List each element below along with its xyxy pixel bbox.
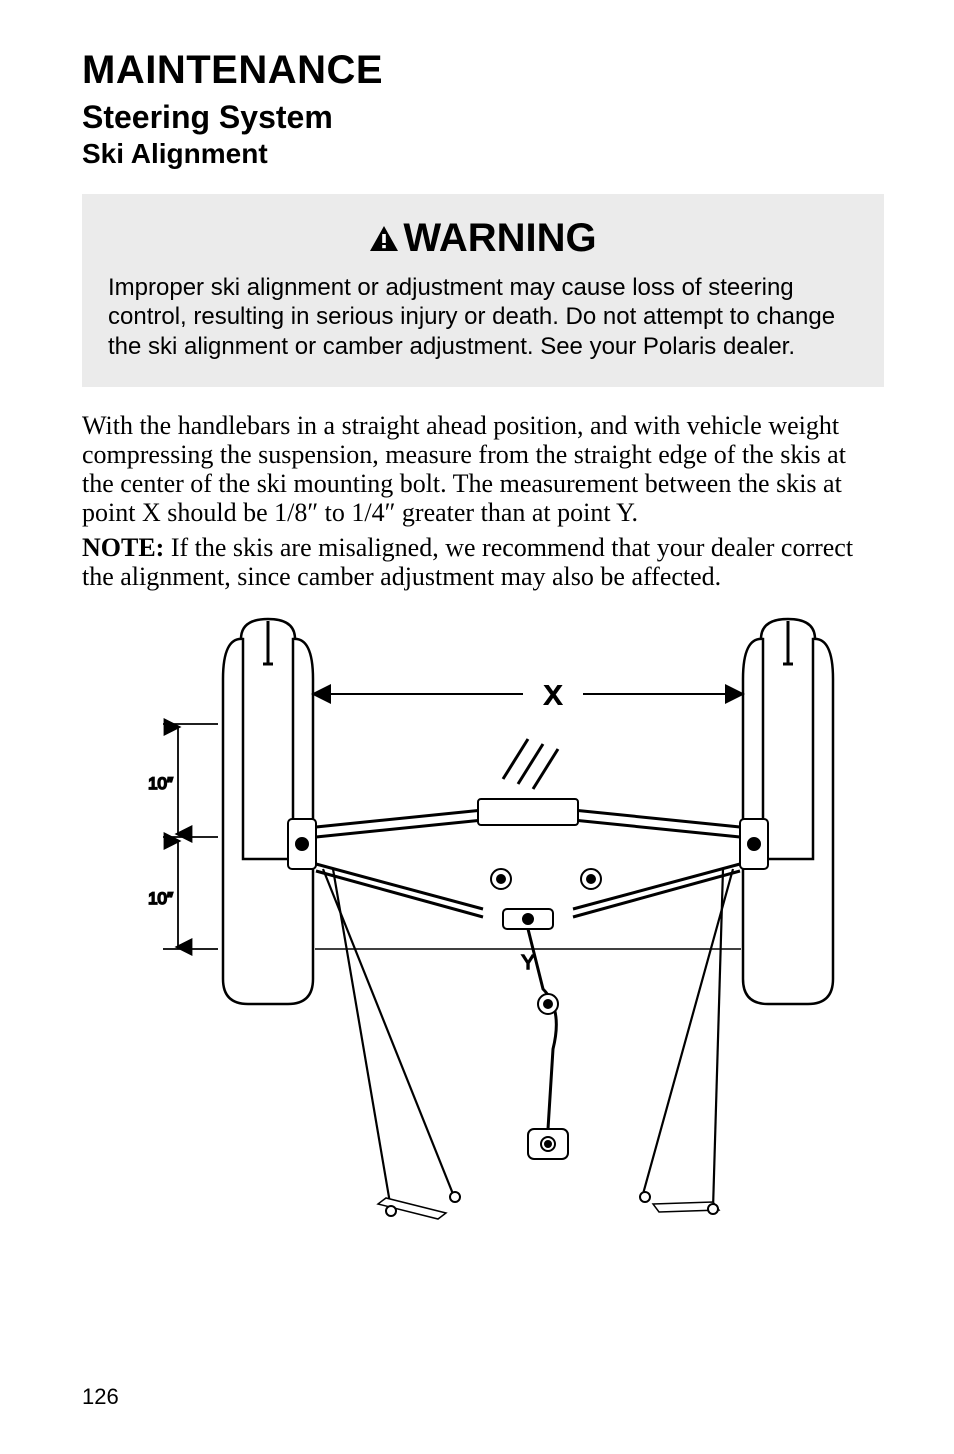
body-paragraph-1: With the handlebars in a straight ahead … <box>82 411 884 527</box>
dim-upper-10: 10″ <box>148 724 218 837</box>
warning-title-text: WARNING <box>403 216 596 261</box>
x-dimension: X <box>315 680 741 710</box>
warning-body: Improper ski alignment or adjustment may… <box>108 273 858 361</box>
svg-text:X: X <box>544 680 561 710</box>
right-ski <box>743 619 833 1004</box>
warning-icon <box>369 225 399 252</box>
dim-lower-10: 10″ <box>148 841 218 949</box>
y-dimension: Y <box>315 949 741 974</box>
ski-alignment-diagram: X Y 10″ 10″ <box>82 609 884 1249</box>
section-title: Steering System <box>82 99 884 136</box>
note-label: NOTE: <box>82 533 164 562</box>
note-paragraph: NOTE: If the skis are misaligned, we rec… <box>82 533 884 591</box>
page-title: MAINTENANCE <box>82 48 884 93</box>
svg-text:Y: Y <box>521 952 534 974</box>
left-ski <box>223 619 313 1004</box>
subsection-title: Ski Alignment <box>82 138 884 170</box>
page-number: 126 <box>82 1384 119 1410</box>
warning-box: WARNING Improper ski alignment or adjust… <box>82 194 884 387</box>
suspension-assembly <box>288 739 768 1219</box>
svg-text:10″: 10″ <box>148 889 173 908</box>
note-body: If the skis are misaligned, we recommend… <box>82 533 853 591</box>
svg-text:10″: 10″ <box>148 774 173 793</box>
warning-heading: WARNING <box>108 216 858 261</box>
